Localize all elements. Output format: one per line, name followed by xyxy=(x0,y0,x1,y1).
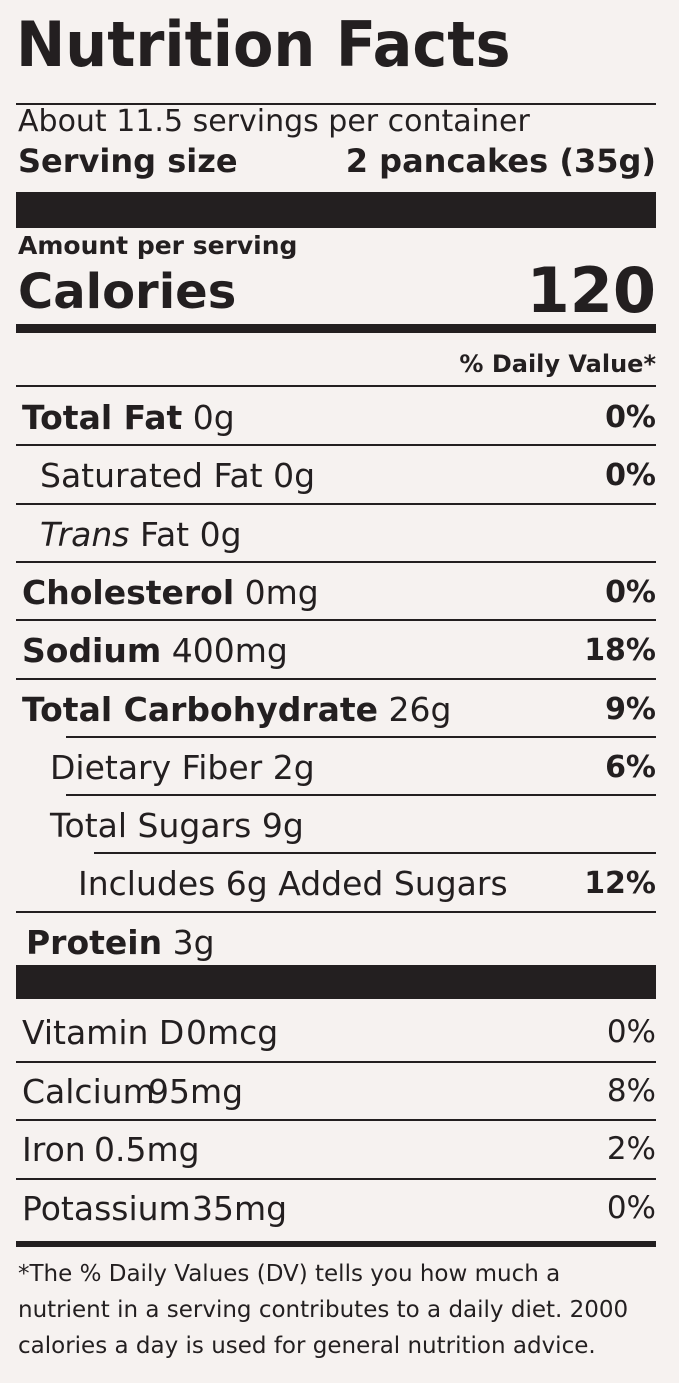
rule xyxy=(16,192,656,228)
nutrient-dv: 6% xyxy=(605,749,656,785)
nutrient-dv: 0% xyxy=(605,400,656,435)
rule xyxy=(66,735,656,738)
rule xyxy=(16,965,656,999)
nutrient-row: Saturated Fat 0g xyxy=(40,459,315,492)
nutrient-dv: 0% xyxy=(605,458,656,494)
nutrient-row: Sodium 400mg xyxy=(22,634,288,667)
rule xyxy=(16,502,656,505)
vitamin-name: Calcium xyxy=(22,1071,155,1111)
calories-value: 120 xyxy=(526,254,656,327)
rule xyxy=(94,852,656,855)
rule xyxy=(66,794,656,797)
rule xyxy=(16,103,656,105)
nutrient-name: Fat xyxy=(140,514,190,554)
dv-header: % Daily Value* xyxy=(459,350,656,378)
vitamin-dv: 0% xyxy=(606,1014,656,1050)
nutrient-row: Total Carbohydrate 26g xyxy=(22,693,451,726)
nutrient-name: Total Carbohydrate xyxy=(22,689,379,729)
nutrient-row: Trans Fat 0g xyxy=(40,518,242,551)
amount-per-serving: Amount per serving xyxy=(18,231,298,260)
vitamin-name: Iron xyxy=(22,1130,86,1169)
nutrient-name: Saturated Fat xyxy=(40,456,263,496)
footnote-line: *The % Daily Values (DV) tells you how m… xyxy=(18,1261,561,1287)
nutrient-row: Dietary Fiber 2g xyxy=(50,751,315,784)
nutrient-name: Total Fat xyxy=(22,398,183,437)
serving-size-value: 2 pancakes (35g) xyxy=(345,142,656,180)
vitamin-dv: 2% xyxy=(606,1131,656,1167)
vitamin-amount: 0.5mg xyxy=(94,1130,200,1169)
nutrient-row: Includes 6g Added Sugars xyxy=(78,867,508,900)
nutrient-name: Total Sugars xyxy=(50,806,252,846)
nutrient-name: Cholesterol xyxy=(22,572,235,612)
nutrient-amount: 9g xyxy=(261,806,304,846)
nutrient-amount: 0mg xyxy=(244,572,319,612)
nutrient-amount: 0g xyxy=(273,456,316,496)
vitamin-amount: 95mg xyxy=(148,1071,244,1111)
serving-size-label: Serving size xyxy=(18,142,238,180)
nutrient-row: Cholesterol 0mg xyxy=(22,576,319,609)
rule xyxy=(16,444,656,447)
nutrient-amount: 2g xyxy=(272,747,315,787)
rule xyxy=(16,1177,656,1180)
nutrient-name: Includes 6g Added Sugars xyxy=(78,864,508,904)
servings: About 11.5 servings per container xyxy=(18,104,530,139)
vitamin-name: Vitamin D xyxy=(22,1013,185,1052)
vitamin-amount: 35mg xyxy=(192,1188,288,1228)
title: Nutrition Facts xyxy=(16,8,511,81)
rule xyxy=(16,1241,656,1247)
vitamin-dv: 0% xyxy=(606,1189,656,1226)
nutrient-dv: 0% xyxy=(605,574,656,610)
nutrient-name: Dietary Fiber xyxy=(50,747,263,787)
rule xyxy=(16,619,656,622)
vitamin-dv: 8% xyxy=(606,1072,656,1109)
nutrient-amount: 0g xyxy=(192,398,235,437)
nutrient-dv: 18% xyxy=(584,633,656,669)
nutrient-row: Total Sugars 9g xyxy=(50,809,304,842)
nutrient-row: Total Fat 0g xyxy=(22,401,235,434)
nutrient-name: Protein xyxy=(26,922,163,962)
rule xyxy=(16,1060,656,1063)
nutrient-amount: 26g xyxy=(388,689,452,729)
nutrient-dv: 12% xyxy=(584,866,656,902)
vitamin-amount: 0mcg xyxy=(186,1013,279,1052)
rule xyxy=(16,1119,656,1121)
nutrient-name-italic: Trans xyxy=(40,514,130,554)
footnote-line: nutrient in a serving contributes to a d… xyxy=(18,1297,629,1323)
nutrient-row: Protein 3g xyxy=(26,926,215,959)
calories-label: Calories xyxy=(18,264,237,320)
rule xyxy=(16,560,656,563)
rule xyxy=(16,385,656,387)
vitamin-name: Potassium xyxy=(22,1188,191,1228)
nutrient-amount: 400mg xyxy=(171,631,288,671)
rule xyxy=(16,324,656,333)
rule xyxy=(16,910,656,913)
nutrient-amount: 0g xyxy=(199,514,242,554)
nutrient-amount: 3g xyxy=(172,922,215,962)
nutrient-dv: 9% xyxy=(605,691,656,727)
footnote-line: calories a day is used for general nutri… xyxy=(18,1333,596,1359)
rule xyxy=(16,677,656,680)
nutrient-name: Sodium xyxy=(22,631,162,671)
